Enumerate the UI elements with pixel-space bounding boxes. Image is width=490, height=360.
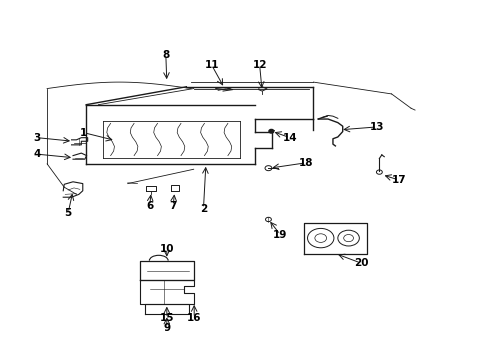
Text: 10: 10 bbox=[160, 244, 174, 254]
Text: 5: 5 bbox=[65, 208, 72, 218]
Text: 11: 11 bbox=[204, 60, 219, 70]
Text: 18: 18 bbox=[299, 158, 313, 168]
Text: 2: 2 bbox=[200, 204, 207, 214]
Text: 20: 20 bbox=[354, 258, 368, 268]
Text: 19: 19 bbox=[273, 230, 287, 239]
Circle shape bbox=[269, 130, 274, 133]
Text: 6: 6 bbox=[146, 201, 153, 211]
Text: 9: 9 bbox=[163, 323, 171, 333]
Text: 16: 16 bbox=[187, 313, 201, 323]
Text: 1: 1 bbox=[80, 128, 87, 138]
Text: 4: 4 bbox=[34, 149, 41, 159]
Text: 17: 17 bbox=[392, 175, 406, 185]
Text: 8: 8 bbox=[162, 50, 170, 60]
Text: 12: 12 bbox=[252, 60, 267, 70]
Text: 7: 7 bbox=[170, 201, 177, 211]
Text: 13: 13 bbox=[369, 122, 384, 132]
Text: 14: 14 bbox=[283, 133, 297, 143]
Text: 3: 3 bbox=[34, 133, 41, 143]
Text: 15: 15 bbox=[160, 313, 174, 323]
